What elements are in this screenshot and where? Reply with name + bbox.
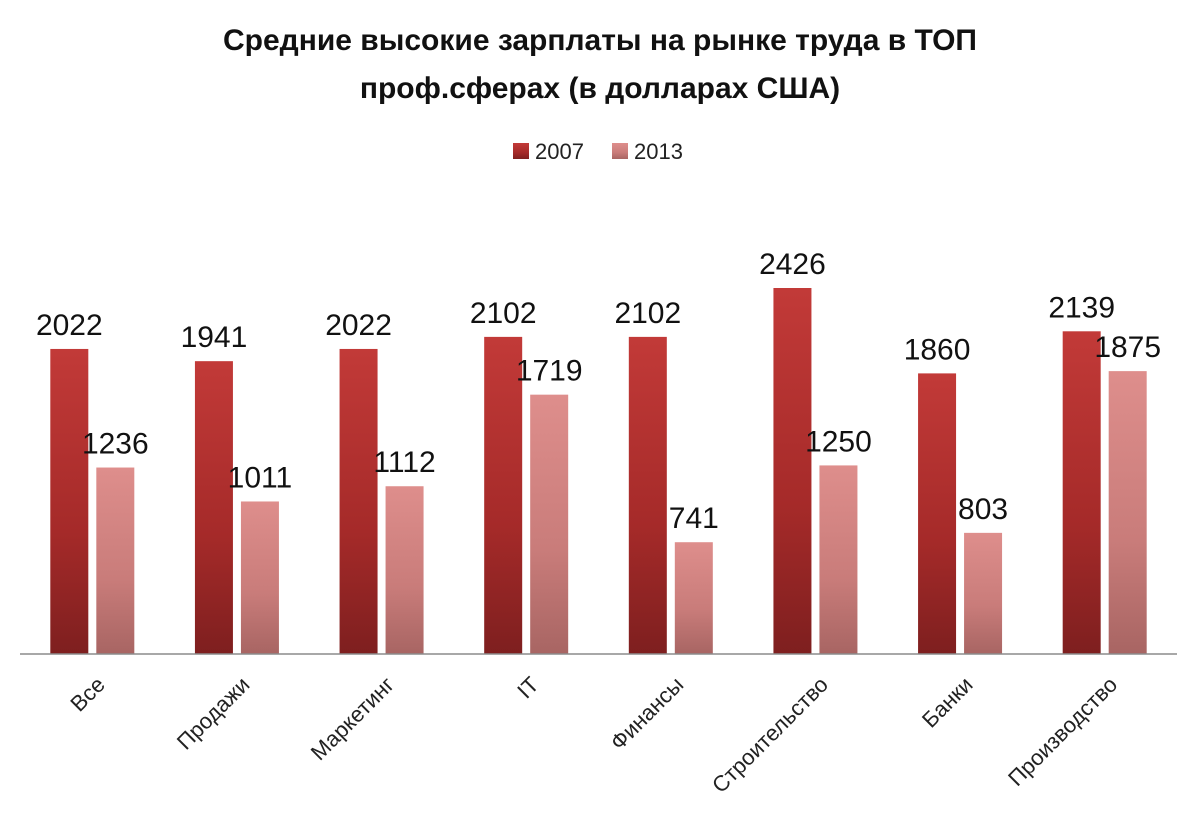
chart-title-line2: проф.сферах (в долларах США) [360, 72, 840, 105]
chart-title-line1: Средние высокие зарплаты на рынке труда … [223, 24, 977, 57]
value-label-2007-0: 2022 [36, 309, 103, 342]
category-label-0: Все [65, 672, 109, 716]
bar-2013-3 [530, 394, 569, 654]
bar-2013-6 [964, 532, 1003, 654]
value-label-2013-4: 741 [669, 502, 719, 535]
bar-2013-7 [1108, 371, 1147, 654]
value-label-2013-7: 1875 [1094, 331, 1161, 364]
value-label-2013-5: 1250 [805, 425, 872, 458]
bar-2013-1 [240, 501, 279, 654]
value-label-2013-0: 1236 [82, 428, 149, 461]
bar-2013-5 [819, 465, 858, 654]
bar-2007-6 [918, 373, 957, 654]
bar-2007-5 [773, 288, 812, 654]
value-label-2007-5: 2426 [759, 248, 826, 281]
category-labels-group: Все Продажи Маркетинг IT Финансы Строительств… [65, 672, 1122, 798]
legend-swatch-2013 [612, 143, 628, 159]
legend-swatch-2007 [513, 143, 529, 159]
category-label-6: Банки [917, 672, 978, 733]
value-label-2007-7: 2139 [1048, 291, 1115, 324]
bar-2007-0 [50, 348, 89, 654]
value-label-2007-2: 2022 [325, 309, 392, 342]
bar-2007-7 [1062, 331, 1101, 654]
category-label-4: Финансы [605, 672, 688, 755]
bars-group [50, 288, 1147, 654]
category-label-1: Продажи [172, 672, 255, 755]
value-label-2013-3: 1719 [516, 355, 583, 388]
bar-2007-3 [484, 336, 523, 654]
bar-2007-4 [628, 336, 667, 654]
value-label-2013-2: 1112 [373, 446, 435, 479]
value-label-2007-4: 2102 [614, 297, 681, 330]
bar-2007-1 [194, 361, 233, 654]
legend: 2007 2013 [513, 139, 683, 164]
category-label-7: Производство [1003, 672, 1122, 791]
legend-label-2007: 2007 [535, 139, 584, 164]
value-labels-group: 2022 1236 1941 1011 2022 1112 2102 1719 2102 741 2… [36, 248, 1161, 535]
legend-label-2013: 2013 [634, 139, 683, 164]
bar-2013-0 [96, 467, 135, 654]
bar-2013-2 [385, 486, 424, 654]
category-label-5: Строительство [707, 672, 833, 798]
bar-2013-4 [674, 542, 713, 654]
value-label-2013-1: 1011 [228, 461, 293, 494]
value-label-2007-3: 2102 [470, 297, 537, 330]
value-label-2013-6: 803 [958, 493, 1008, 526]
category-label-2: Маркетинг [306, 672, 399, 765]
category-label-3: IT [512, 672, 544, 704]
bar-2007-2 [339, 348, 378, 654]
value-label-2007-1: 1941 [181, 321, 248, 354]
value-label-2007-6: 1860 [904, 333, 971, 366]
